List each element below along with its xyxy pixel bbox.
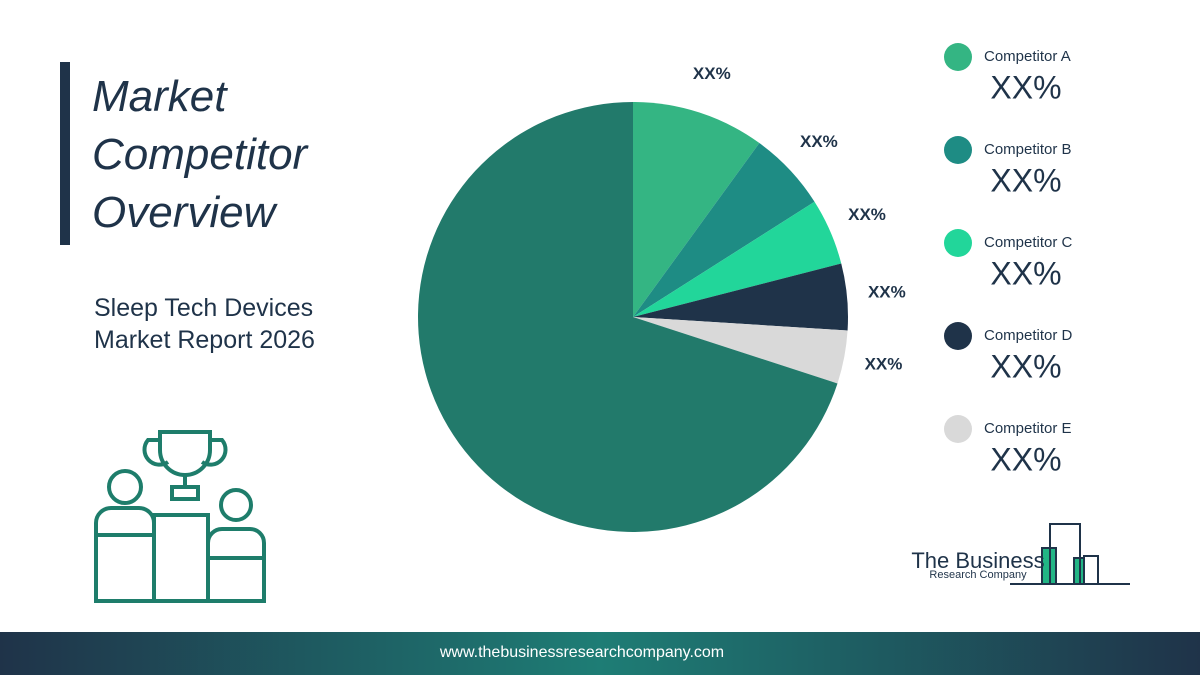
pie-slice [633,201,842,317]
trophy-icon [94,430,266,603]
footer-url: www.thebusinessresearchcompany.com [439,644,724,661]
legend-value: XX% [990,255,1061,291]
legend-value: XX% [990,69,1061,105]
title-bar [60,62,70,245]
pie-slice [418,102,838,532]
data-label: XX% [800,132,838,151]
legend-swatch [944,136,972,164]
data-label: XX% [868,282,906,301]
legend-value: XX% [990,441,1061,477]
legend-label: Competitor C [984,234,1073,251]
data-label: XX% [693,64,731,83]
legend-swatch [944,229,972,257]
legend-value: XX% [990,162,1061,198]
legend-label: Competitor A [984,48,1071,65]
pie-slice [633,317,848,384]
logo-graphic [1010,523,1130,585]
chart-subtitle: Sleep Tech Devices Market Report 2026 [94,294,315,354]
pie-slice [633,263,848,331]
logo-line1: The Business [911,548,1044,573]
data-label: XX% [848,205,886,224]
logo-line2: Research Company [929,569,1027,581]
pie-slice [633,102,760,317]
legend-value: XX% [990,348,1061,384]
footer-bar [0,632,1200,675]
legend-swatch [944,322,972,350]
data-label: XX% [865,354,903,373]
legend-swatch [944,415,972,443]
legend-label: Competitor B [984,141,1072,158]
chart-title: Market Competitor Overview [92,72,308,237]
legend-swatch [944,43,972,71]
legend-label: Competitor D [984,327,1073,344]
legend-label: Competitor E [984,420,1072,437]
pie-slice [633,143,815,317]
